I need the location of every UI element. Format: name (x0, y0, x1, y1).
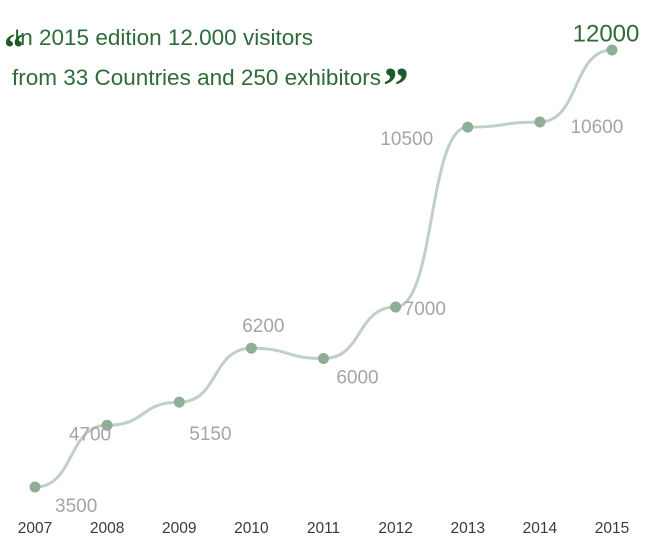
data-label-2009: 5150 (189, 424, 231, 445)
x-tick-label-2013: 2013 (451, 520, 485, 537)
data-point-2015 (606, 44, 618, 56)
data-label-2007: 3500 (55, 496, 97, 517)
data-label-2014: 10600 (570, 117, 623, 138)
data-point-2011 (318, 352, 329, 364)
data-label-2015: 12000 (573, 20, 640, 47)
x-tick-label-2015: 2015 (595, 520, 629, 537)
x-tick-label-2010: 2010 (234, 520, 269, 537)
x-tick-label-2009: 2009 (162, 520, 196, 537)
quote-line-2-text: from 33 Countries and 250 exhibitors (12, 65, 381, 90)
data-point-2012 (390, 301, 402, 313)
x-tick-label-2008: 2008 (90, 520, 124, 537)
close-quote-mark: ” (382, 58, 409, 115)
data-label-2012: 7000 (404, 299, 446, 320)
data-point-2010 (245, 342, 257, 354)
data-label-2013: 10500 (380, 129, 433, 150)
x-tick-label-2011: 2011 (307, 520, 340, 537)
data-point-2008 (101, 419, 113, 431)
quote-line-1: In 2015 edition 12.000 visitors (14, 25, 313, 50)
series-line (34, 48, 613, 489)
data-point-2013 (462, 121, 474, 133)
x-tick-label-2007: 2007 (18, 520, 52, 537)
data-label-2011: 6000 (336, 367, 378, 388)
data-label-2010: 6200 (242, 316, 284, 337)
data-point-2009 (173, 396, 185, 408)
quote-line-2: from 33 Countries and 250 exhibitors” (4, 58, 409, 113)
data-point-2014 (534, 116, 546, 128)
data-label-2008: 4700 (69, 424, 111, 445)
x-tick-label-2012: 2012 (378, 520, 412, 537)
quote-block: “ In 2015 edition 12.000 visitors from 3… (4, 18, 409, 113)
data-point-2007 (29, 481, 41, 493)
x-tick-label-2014: 2014 (523, 520, 558, 537)
